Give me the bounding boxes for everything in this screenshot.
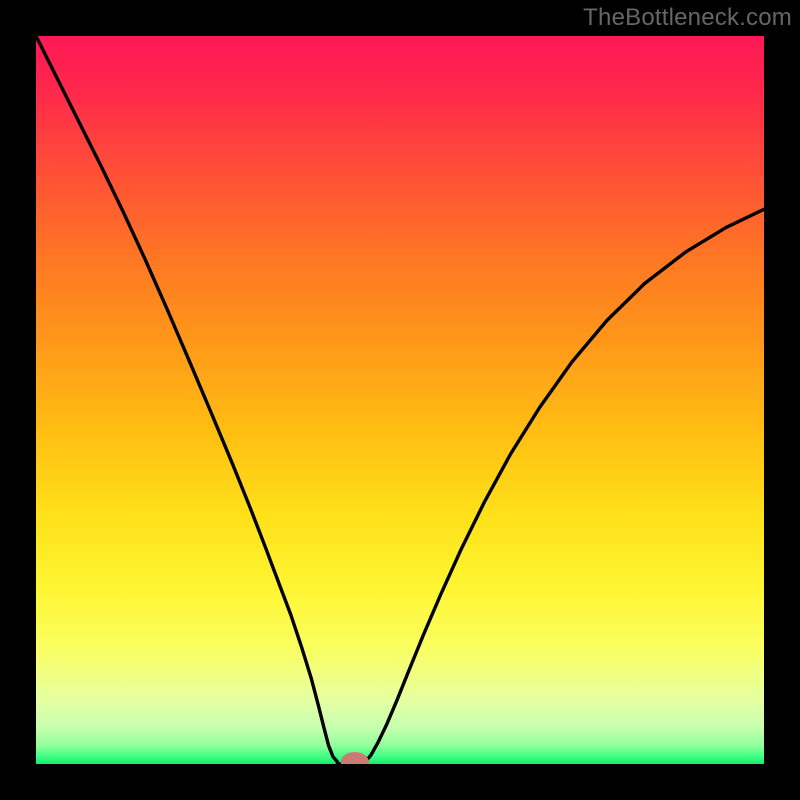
plot-area bbox=[36, 36, 764, 764]
plot-svg bbox=[36, 36, 764, 764]
chart-frame: TheBottleneck.com bbox=[0, 0, 800, 800]
gradient-background bbox=[36, 36, 764, 764]
watermark-text: TheBottleneck.com bbox=[583, 4, 792, 32]
